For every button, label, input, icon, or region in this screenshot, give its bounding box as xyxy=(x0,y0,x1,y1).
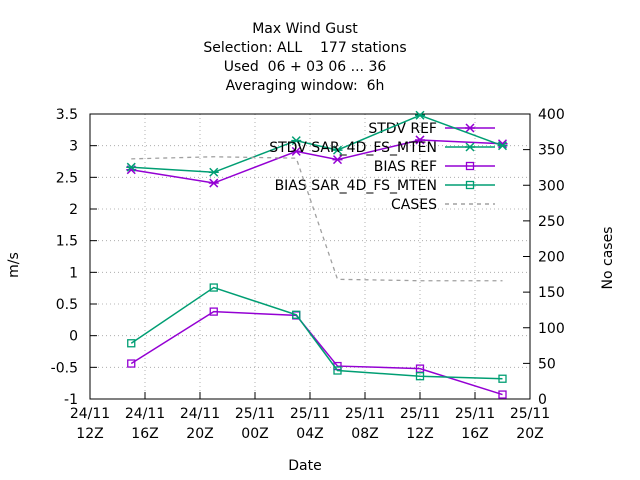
plot-border xyxy=(89,113,531,400)
y-tick-label: 0.5 xyxy=(56,297,78,313)
series-line xyxy=(130,286,503,380)
chart-title: Averaging window: 6h xyxy=(226,78,385,94)
chart-title: Max Wind Gust xyxy=(252,21,358,37)
x-tick-label: 24/11 20Z xyxy=(180,406,220,442)
x-tick-label: 25/11 04Z xyxy=(290,406,330,442)
point xyxy=(208,178,219,188)
point xyxy=(497,141,508,151)
point xyxy=(127,359,136,368)
y-tick-label: -1 xyxy=(64,392,78,408)
y2-tick-label: 150 xyxy=(538,285,565,301)
chart-title: Selection: ALL 177 stations xyxy=(203,40,406,56)
series-line xyxy=(130,310,503,396)
point xyxy=(498,374,507,383)
point xyxy=(291,146,302,156)
series-line xyxy=(131,156,503,282)
point xyxy=(415,372,425,381)
x-tick-label: 25/11 08Z xyxy=(345,406,385,442)
point xyxy=(126,162,137,172)
legend-marker xyxy=(465,161,475,171)
y-tick-label: 3 xyxy=(69,139,78,155)
x-tick-label: 25/11 00Z xyxy=(235,406,275,442)
x-tick-label: 24/11 16Z xyxy=(125,406,165,442)
y-tick-label: 3.5 xyxy=(56,107,78,123)
y2-axis-label: No cases xyxy=(600,227,616,290)
point xyxy=(209,307,218,316)
point xyxy=(415,110,425,120)
y-tick-label: 2 xyxy=(69,202,78,218)
y-tick-label: 0 xyxy=(69,329,78,345)
y2-tick-label: 200 xyxy=(538,250,565,266)
legend-label: CASES xyxy=(391,197,437,213)
x-tick-label: 25/11 16Z xyxy=(455,406,495,442)
y-axis-label: m/s xyxy=(6,252,22,278)
y2-tick-label: 100 xyxy=(538,321,565,337)
x-axis-label: Date xyxy=(288,458,321,474)
point xyxy=(333,366,342,375)
legend-label: STDV REF xyxy=(368,121,437,137)
y2-tick-label: 50 xyxy=(538,356,556,372)
y2-tick-label: 250 xyxy=(538,214,565,230)
legend-marker xyxy=(465,123,475,133)
y2-tick-label: 300 xyxy=(538,178,565,194)
chart-title: Used 06 + 03 06 ... 36 xyxy=(224,59,387,75)
x-tick-label: 25/11 20Z xyxy=(510,406,550,442)
y2-tick-label: 350 xyxy=(538,143,565,159)
point xyxy=(498,390,507,399)
x-tick-label: 25/11 12Z xyxy=(400,406,440,442)
point xyxy=(209,283,218,292)
point xyxy=(291,136,302,146)
point xyxy=(415,135,425,145)
legend-marker xyxy=(465,142,475,152)
y2-tick-label: 400 xyxy=(538,107,565,123)
legend-label: STDV SAR_4D_FS_MTEN xyxy=(269,140,437,156)
legend-marker xyxy=(465,180,475,190)
y-tick-label: 1 xyxy=(69,265,78,281)
y-tick-label: -0.5 xyxy=(51,360,78,376)
legend-label: BIAS SAR_4D_FS_MTEN xyxy=(275,178,437,194)
point xyxy=(332,145,343,155)
y2-tick-label: 0 xyxy=(538,392,547,408)
point xyxy=(292,310,301,319)
y-tick-label: 2.5 xyxy=(56,170,78,186)
series-line xyxy=(131,139,503,184)
point xyxy=(332,155,343,165)
point xyxy=(208,167,219,177)
y-tick-label: 1.5 xyxy=(56,234,78,250)
legend-label: BIAS REF xyxy=(374,159,437,175)
x-tick-label: 24/11 12Z xyxy=(70,406,110,442)
point xyxy=(127,339,136,348)
series-line xyxy=(131,114,503,174)
